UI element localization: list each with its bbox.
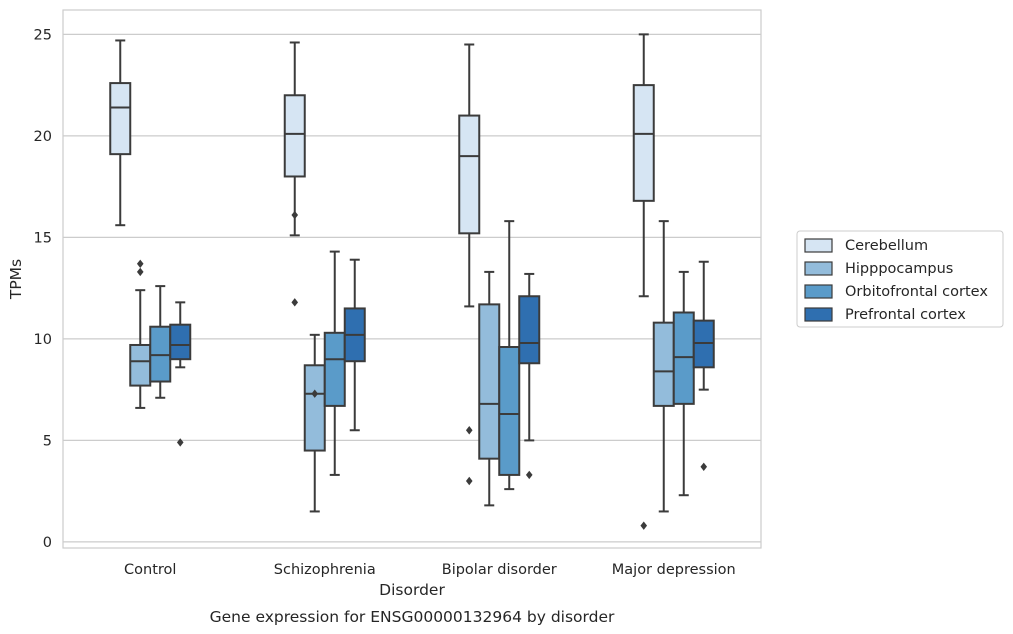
outlier-point (465, 426, 473, 435)
legend-frame (796, 230, 1004, 328)
y-tick-label: 15 (34, 230, 52, 246)
y-tick-label: 5 (43, 433, 52, 449)
box-cerebellum (283, 41, 306, 307)
box-orbitofrontal-cortex (498, 220, 521, 491)
outlier-point (291, 210, 299, 220)
chart-caption: Gene expression for ENSG00000132964 by d… (210, 608, 615, 626)
box-iqr (478, 303, 501, 460)
box-prefrontal-cortex (518, 272, 541, 480)
box-cerebellum (109, 39, 132, 227)
y-tick-labels: 0 5 10 15 20 25 (34, 27, 52, 551)
box-hipppocampus (129, 259, 152, 409)
box-iqr (652, 321, 675, 407)
box-iqr (323, 331, 346, 407)
box-prefrontal-cortex (343, 258, 366, 432)
x-tick-label: Schizophrenia (274, 562, 376, 578)
legend-swatch (804, 238, 833, 253)
y-tick-label: 20 (34, 129, 52, 145)
legend-swatch (804, 261, 833, 276)
x-tick-labels: Control Schizophrenia Bipolar disorder Majo… (124, 562, 736, 578)
box-iqr (149, 325, 172, 383)
outlier-point (291, 298, 299, 307)
box-iqr (518, 295, 541, 365)
box-iqr (283, 94, 306, 178)
outlier-point (311, 389, 319, 398)
outlier-point (176, 438, 184, 447)
x-tick-label: Control (124, 562, 176, 578)
box-iqr (129, 343, 152, 387)
box-orbitofrontal-cortex (149, 285, 172, 399)
x-tick-label: Bipolar disorder (442, 562, 557, 578)
box-iqr (672, 311, 695, 405)
legend: Cerebellum Hipppocampus Orbitofrontal cort… (796, 230, 1004, 328)
legend-entry-label: Hipppocampus (845, 261, 953, 277)
plot-frame (62, 9, 762, 549)
box-orbitofrontal-cortex (672, 270, 695, 497)
box-iqr (169, 323, 192, 361)
box-cerebellum (632, 33, 655, 530)
gridlines (63, 33, 761, 543)
box-prefrontal-cortex (169, 301, 192, 447)
box-iqr (692, 319, 715, 369)
legend-swatch (804, 284, 833, 299)
box-hipppocampus (303, 333, 326, 513)
y-axis-label: TPMs (7, 259, 25, 300)
y-tick-label: 0 (43, 535, 52, 551)
outlier-point (136, 259, 144, 268)
y-tick-label: 10 (34, 332, 52, 348)
box-iqr (303, 364, 326, 452)
box-iqr (498, 346, 521, 476)
box-hipppocampus (652, 220, 675, 513)
outlier-point (525, 470, 533, 480)
box-cerebellum (458, 43, 481, 486)
y-tick-label: 25 (34, 27, 52, 43)
legend-entry-label: Cerebellum (845, 238, 928, 254)
legend-entry-label: Prefrontal cortex (845, 307, 966, 323)
outlier-point (640, 521, 648, 530)
box-hipppocampus (478, 270, 501, 507)
x-tick-label: Major depression (612, 562, 736, 578)
x-axis-label: Disorder (379, 581, 445, 599)
box-iqr (109, 82, 132, 156)
box-orbitofrontal-cortex (323, 250, 346, 476)
legend-entry-label: Orbitofrontal cortex (845, 284, 988, 300)
box-plot-marks (109, 33, 715, 530)
outlier-point (136, 267, 144, 277)
box-iqr (458, 114, 481, 235)
outlier-point (465, 476, 473, 486)
box-iqr (632, 84, 655, 202)
legend-swatch (804, 307, 833, 322)
outlier-point (700, 462, 708, 471)
box-prefrontal-cortex (692, 260, 715, 471)
